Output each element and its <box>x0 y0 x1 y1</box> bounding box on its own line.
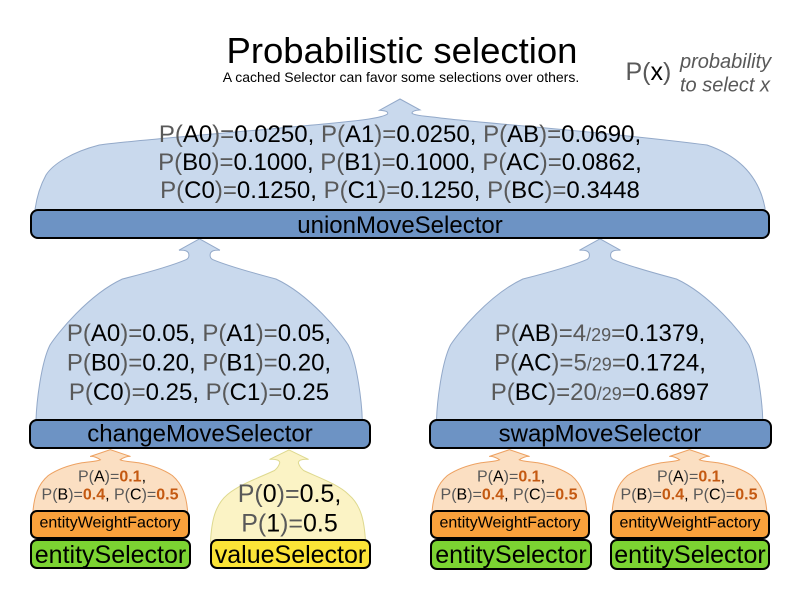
svg-text:entitySelector: entitySelector <box>614 541 765 569</box>
svg-text:entityWeightFactory: entityWeightFactory <box>619 515 760 532</box>
svg-text:probability: probability <box>679 51 772 73</box>
svg-text:P(A)=0.1,: P(A)=0.1, <box>78 469 146 486</box>
svg-text:to select x: to select x <box>680 75 771 97</box>
svg-text:P(1)=0.5: P(1)=0.5 <box>241 510 338 538</box>
svg-text:A cached Selector can favor so: A cached Selector can favor some selecti… <box>223 69 579 85</box>
svg-text:P(C0)=0.1250, P(C1)=0.1250, P(: P(C0)=0.1250, P(C1)=0.1250, P(BC)=0.3448 <box>160 177 640 204</box>
svg-text:valueSelector: valueSelector <box>215 541 366 569</box>
svg-text:unionMoveSelector: unionMoveSelector <box>297 212 502 239</box>
svg-text:P(A)=0.1,: P(A)=0.1, <box>657 469 725 486</box>
svg-text:P(x): P(x) <box>626 58 672 86</box>
svg-text:P(B)=0.4, P(C)=0.5: P(B)=0.4, P(C)=0.5 <box>42 487 179 504</box>
svg-text:P(0)=0.5,: P(0)=0.5, <box>238 480 342 508</box>
svg-text:P(B)=0.4, P(C)=0.5: P(B)=0.4, P(C)=0.5 <box>441 487 578 504</box>
svg-text:entityWeightFactory: entityWeightFactory <box>439 515 580 532</box>
svg-text:P(B0)=0.20, P(B1)=0.20,: P(B0)=0.20, P(B1)=0.20, <box>67 350 331 377</box>
svg-text:P(B)=0.4, P(C)=0.5: P(B)=0.4, P(C)=0.5 <box>621 487 758 504</box>
svg-text:P(BC)=20/29=0.6897: P(BC)=20/29=0.6897 <box>491 379 710 406</box>
svg-text:P(AC)=5/29=0.1724,: P(AC)=5/29=0.1724, <box>494 350 706 377</box>
svg-text:P(B0)=0.1000, P(B1)=0.1000, P(: P(B0)=0.1000, P(B1)=0.1000, P(AC)=0.0862… <box>158 149 642 176</box>
svg-text:P(A)=0.1,: P(A)=0.1, <box>477 469 545 486</box>
svg-text:entitySelector: entitySelector <box>35 541 186 569</box>
svg-text:P(A0)=0.05, P(A1)=0.05,: P(A0)=0.05, P(A1)=0.05, <box>67 320 331 347</box>
svg-text:P(A0)=0.0250, P(A1)=0.0250, P(: P(A0)=0.0250, P(A1)=0.0250, P(AB)=0.0690… <box>159 121 641 148</box>
svg-text:P(C0)=0.25, P(C1)=0.25: P(C0)=0.25, P(C1)=0.25 <box>69 379 329 406</box>
svg-text:entitySelector: entitySelector <box>435 541 586 569</box>
svg-text:changeMoveSelector: changeMoveSelector <box>87 421 312 448</box>
svg-text:entityWeightFactory: entityWeightFactory <box>39 515 180 532</box>
svg-text:Probabilistic selection: Probabilistic selection <box>227 30 578 71</box>
svg-text:swapMoveSelector: swapMoveSelector <box>499 421 702 448</box>
svg-text:P(AB)=4/29=0.1379,: P(AB)=4/29=0.1379, <box>495 320 706 347</box>
